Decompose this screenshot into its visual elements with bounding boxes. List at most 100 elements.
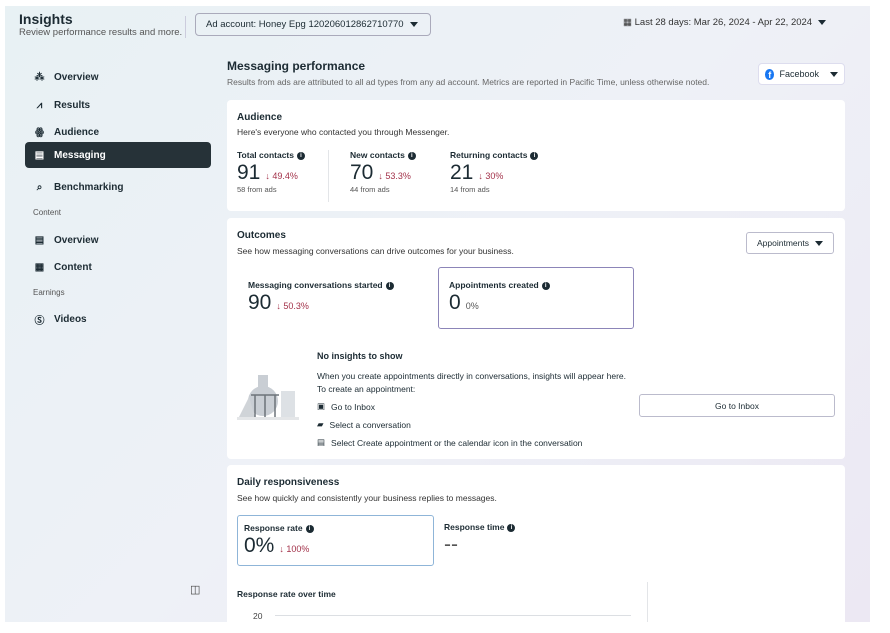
chart-title: Response rate over time [237,589,336,599]
info-icon[interactable]: i [541,281,550,290]
caret-down-icon [830,71,838,77]
info-icon[interactable]: i [407,151,416,160]
metric-returning-contacts: Returning contacts i 21 ↓ 30% 14 from ads [450,150,539,194]
sidebar-label: Messaging [54,149,106,161]
card-subtitle: See how messaging conversations can driv… [237,246,514,256]
empty-state-text: When you create appointments directly in… [317,371,626,394]
metric-value: 0 [449,291,461,314]
info-icon[interactable]: i [530,151,539,160]
info-icon[interactable]: i [297,151,305,160]
caret-down-icon [818,19,827,25]
sidebar-item-content-overview[interactable]: ▤ Overview [25,224,211,250]
card-title: Daily responsiveness [237,477,340,488]
go-to-inbox-button[interactable]: Go to Inbox [639,394,835,417]
lab-flask-illustration [237,375,299,420]
metric-change: 50.3% [283,301,309,311]
step-text: Select Create appointment or the calenda… [331,437,583,448]
facebook-icon: f [765,68,775,80]
metric-change: 53.3% [385,171,411,181]
metric-change: 100% [286,544,310,554]
metric-new-contacts: New contacts i 70 ↓ 53.3% 44 from ads [350,150,416,194]
sidebar-item-results[interactable]: ⩘ Results [25,89,211,115]
metric-from-ads: 58 from ads [237,185,277,194]
calendar-icon: ▦ [623,17,635,28]
metric-response-rate[interactable]: Response rate i 0% ↓ 100% [237,515,434,566]
metric-label: Response rate [244,523,303,533]
sidebar-item-benchmarking[interactable]: ⌕ Benchmarking [25,171,211,197]
date-range-picker[interactable]: ▦ Last 28 days: Mar 26, 2024 - Apr 22, 2… [623,17,827,28]
sidebar-label: Overview [54,235,99,246]
metric-value: 90 [248,291,272,314]
insights-page: Insights Review performance results and … [5,6,870,622]
card-title: Audience [237,112,283,123]
sidebar-item-videos[interactable]: Ⓢ Videos [25,303,211,329]
page-subtitle: Review performance results and more. [19,27,183,38]
metric-response-time[interactable]: Response time i -- [444,522,516,557]
dollar-icon: Ⓢ [34,316,45,327]
caret-down-icon [409,21,418,27]
ad-account-label: Ad account: Honey Epg 120206012862710770 [206,19,404,30]
date-range-label: Last 28 days: Mar 26, 2024 - Apr 22, 202… [634,17,813,28]
metric-value: -- [444,533,458,556]
sidebar-item-content[interactable]: ▦ Content [25,251,211,277]
section-label-earnings: Earnings [33,288,65,297]
step-go-to-inbox: ▣ Go to Inbox [317,401,375,412]
results-icon: ⩘ [36,100,43,111]
sidebar-item-overview[interactable]: ⁂ Overview [25,61,211,87]
metric-label: Appointments created [449,280,539,290]
audience-icon: ꙮ [35,127,44,138]
overview-icon: ⁂ [34,72,45,83]
step-text: Go to Inbox [331,401,375,412]
sidebar-item-messaging[interactable]: ▤ Messaging [25,142,211,168]
ad-account-dropdown[interactable]: Ad account: Honey Epg 120206012862710770 [195,13,431,36]
collapse-sidebar-icon[interactable]: ◫ [190,584,201,596]
info-icon[interactable]: i [305,524,314,533]
sidebar-label: Videos [54,314,87,325]
sidebar-label: Benchmarking [54,182,124,193]
audience-card: Audience Here's everyone who contacted y… [227,100,845,211]
metric-from-ads: 14 from ads [450,185,490,194]
step-select-conversation: ▰ Select a conversation [317,419,411,430]
metric-change: 30% [485,171,504,181]
calendar-icon: ▤ [317,437,326,447]
divider [185,16,186,38]
card-title: Outcomes [237,230,286,241]
inbox-icon: ▣ [317,401,326,411]
info-icon[interactable]: i [385,281,394,290]
metric-total-contacts: Total contacts i 91 ↓ 49.4% 58 from ads [237,150,305,194]
outcomes-card: Outcomes See how messaging conversations… [227,218,845,459]
section-title: Messaging performance [227,59,366,73]
metric-from-ads: 44 from ads [350,185,390,194]
attribution-note: Results from ads are attributed to all a… [227,77,710,87]
benchmarking-icon: ⌕ [36,182,43,193]
metric-value: 91 [237,161,261,184]
caret-down-icon [814,241,823,247]
sidebar-label: Audience [54,127,100,138]
metric-value: 70 [350,161,374,184]
divider [647,582,648,622]
metric-change: 0% [465,301,479,311]
metric-value: 0% [244,534,275,557]
outcome-type-dropdown[interactable]: Appointments [746,232,834,254]
gridline [275,615,631,616]
sidebar-label: Results [54,100,91,111]
platform-dropdown[interactable]: f Facebook [758,63,845,85]
card-subtitle: Here's everyone who contacted you throug… [237,127,450,137]
metric-value: 21 [450,161,474,184]
sidebar-label: Content [54,262,92,273]
metric-label: New contacts [350,150,405,160]
metric-label: Response time [444,522,505,532]
info-icon[interactable]: i [507,523,516,532]
sidebar-item-audience[interactable]: ꙮ Audience [25,116,211,142]
step-text: Select a conversation [329,419,411,430]
platform-label: Facebook [779,69,819,79]
metric-change: 49.4% [272,171,298,181]
metric-conversations-started[interactable]: Messaging conversations started i 90 ↓ 50.3… [248,280,394,315]
y-tick-label: 20 [253,611,263,621]
page-title: Insights [19,11,73,27]
daily-responsiveness-card: Daily responsiveness See how quickly and… [227,465,845,622]
metric-label: Total contacts [237,150,294,160]
table-icon: ▦ [34,262,45,273]
step-create-appointment: ▤ Select Create appointment or the calend… [317,437,582,448]
